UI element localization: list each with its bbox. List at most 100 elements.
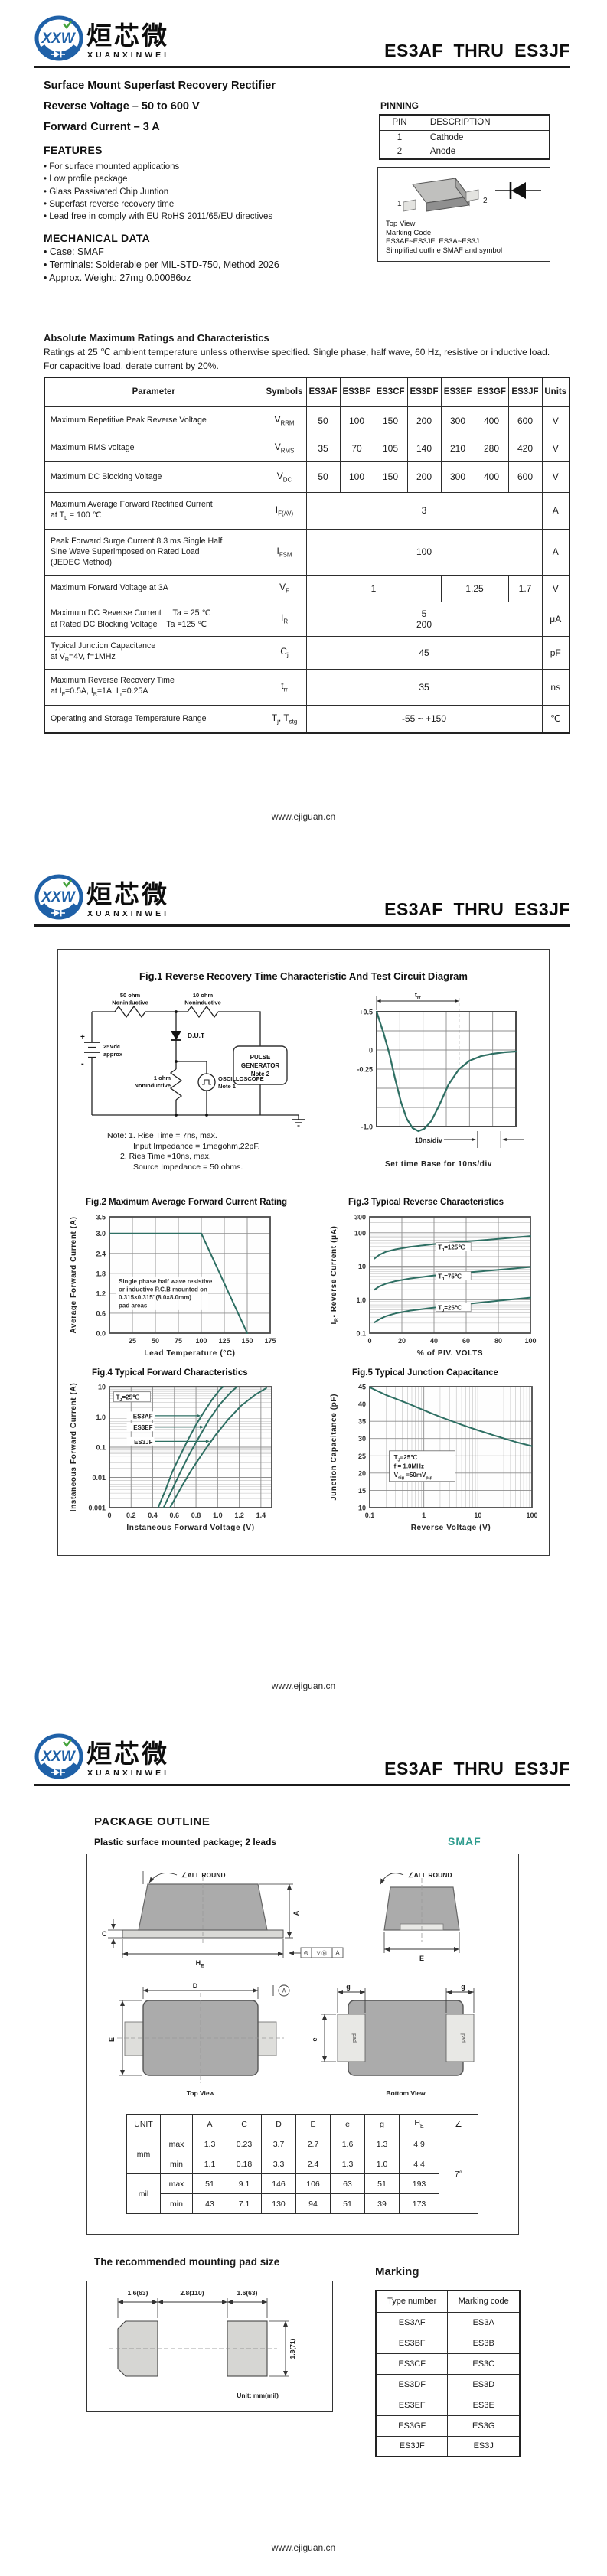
ratings-value: 5 200 [305,601,543,637]
brand-name-en: XUANXINWEI [87,1769,170,1778]
brand-name-en: XUANXINWEI [87,909,170,918]
ratings-col-header: ES3JF [507,377,543,407]
dims-value: 51 [364,2173,400,2194]
dims-row: mil max 51 9.1 146 106 63 51 193 [126,2173,478,2214]
ratings-row: Maximum Forward Voltage at 3A VF 1 1.25 1.7 V [44,574,570,602]
ratings-value: 420 [507,434,543,462]
fig2-title: Fig.2 Maximum Average Forward Current Ra… [86,1198,288,1207]
ratings-col-header: ES3EF [440,377,475,407]
oscilloscope-symbol [197,1073,216,1091]
ratings-value: 140 [406,434,442,462]
dims-value: 1.3 [364,2134,400,2154]
ratings-unit: V [541,574,570,602]
dims-value: 1.1 [192,2154,227,2174]
ratings-value: 70 [339,434,374,462]
dims-col-header: A [192,2114,227,2134]
svg-text:150: 150 [241,1337,253,1345]
ratings-value: 200 [406,406,442,435]
svg-text:10: 10 [474,1511,481,1519]
svg-text:TJ​=125℃: TJ​=125℃ [438,1244,465,1253]
dims-value: 1.0 [364,2154,400,2174]
feature-item: Glass Passivated Chip Juntion [44,186,365,198]
ratings-value: 50 [305,406,341,435]
marking-type: ES3BF [375,2332,449,2354]
svg-text:1.0: 1.0 [96,1414,106,1421]
marking-row: ES3CF ES3C [375,2353,521,2375]
dims-minmax: min [160,2154,193,2174]
brand-name-en: XUANXINWEI [87,51,170,60]
svg-text:0.1: 0.1 [356,1330,366,1338]
oscilloscope-label: OSCILLOSCOPE [218,1075,264,1082]
ratings-symbol: IR [262,601,307,637]
subtitle-current: Forward Current – 3 A [44,121,160,133]
dim-g-right: g [461,1983,465,1991]
ratings-table: Parameter Symbols ES3AF ES3BF ES3CF ES3DF ES3E… [44,377,570,734]
ratings-row: Maximum DC Reverse Current Ta = 25 ℃ at R… [44,601,570,637]
dims-minmax: max [160,2173,193,2194]
ratings-value: 300 [440,461,475,493]
marking-row: ES3AF ES3A [375,2311,521,2333]
ratings-parameter: Operating and Storage Temperature Range [44,704,263,734]
svg-text:1.2: 1.2 [96,1290,106,1297]
fig1-title: Fig.1 Reverse Recovery Time Characterist… [139,970,468,982]
svg-text:0.6: 0.6 [96,1309,106,1317]
svg-text:40: 40 [358,1400,366,1408]
footer-url-3: www.ejiguan.cn [271,2542,336,2553]
ratings-value: 400 [474,406,509,435]
ratings-col-header: Symbols [262,377,307,407]
pin-number: 1 [379,129,419,145]
dim-e-topview: E [108,2037,116,2042]
svg-text:% of PIV. VOLTS: % of PIV. VOLTS [417,1349,483,1358]
ratings-col-header: ES3DF [406,377,442,407]
svg-text:GENERATOR: GENERATOR [241,1062,280,1069]
ratings-value: 1 [305,574,442,602]
svg-text:50: 50 [152,1337,159,1345]
svg-text:Reverse Voltage (V): Reverse Voltage (V) [411,1524,491,1532]
marking-table: Type number Marking code ES3AF ES3A ES3BF ES3… [375,2290,521,2457]
ratings-symbol: VRMS [262,434,307,462]
svg-text:0: 0 [369,1047,373,1055]
dims-col-header: E [295,2114,331,2134]
dims-value: 130 [261,2193,296,2214]
svg-text:IR​- Reverse Current (μA): IR​- Reverse Current (μA) [330,1226,340,1325]
dim-he-label: HE [196,1959,205,1969]
dut-label: D.U.T [188,1032,205,1039]
logo-monogram: XXW [41,889,76,905]
mechanical-list: Case: SMAFTerminals: Solderable per MIL-… [44,246,373,285]
svg-text:80: 80 [494,1337,502,1345]
svg-text:75: 75 [175,1337,182,1345]
footer-url-2: www.ejiguan.cn [271,1681,336,1691]
marking-code: ES3E [447,2394,521,2416]
top-view-caption: Top View [187,2089,215,2097]
ratings-value: 50 [305,461,341,493]
dims-value: 106 [295,2173,331,2194]
marking-row: ES3GF ES3G [375,2415,521,2437]
dims-value: 2.4 [295,2154,331,2174]
dim-d-label: D [193,1982,198,1990]
pin-number: 2 [379,144,419,160]
svg-text:100: 100 [195,1337,207,1345]
fig1-test-circuit: 50 ohm Noninductive 10 ohm Noninductive … [80,992,305,1127]
svg-text:-1.0: -1.0 [361,1123,373,1131]
diode-triangle [511,182,526,199]
ratings-value: 45 [305,635,543,670]
ratings-col-header: ES3BF [339,377,374,407]
mounting-pad-box: 1.6(63) 2.8(110) 1.6(63) 1.8(71) Unit: m… [86,2281,333,2412]
svg-text:1.0: 1.0 [356,1296,366,1304]
ratings-value: 1.7 [507,574,543,602]
dims-value: 4.9 [399,2134,439,2154]
svg-text:TJ​=25℃: TJ​=25℃ [116,1394,139,1404]
dims-value: 0.23 [227,2134,262,2154]
svg-text:35: 35 [358,1418,366,1426]
mounting-pad-heading: The recommended mounting pad size [94,2256,280,2268]
bottom-view-caption: Bottom View [386,2089,426,2097]
dims-value: 7.1 [227,2193,262,2214]
mechanical-item: Terminals: Solderable per MIL-STD-750, M… [44,259,373,272]
svg-text:Noninductive: Noninductive [184,999,221,1006]
svg-text:NonInductive: NonInductive [134,1082,171,1089]
marking-heading: Marking [375,2265,419,2278]
product-title: Surface Mount Superfast Recovery Rectifi… [44,80,276,92]
svg-text:pad areas: pad areas [119,1302,148,1309]
note-line: Note: 1. Rise Time = 7ns, max. [107,1131,217,1140]
pinning-table: PIN DESCRIPTION 1 Cathode 2 Anode [379,114,550,160]
